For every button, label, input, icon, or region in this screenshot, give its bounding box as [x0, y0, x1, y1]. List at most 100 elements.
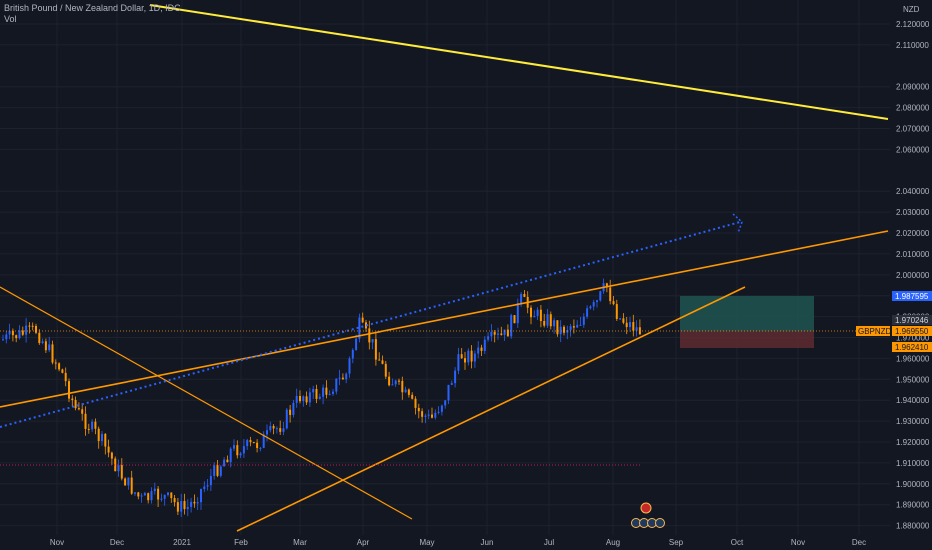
stop-label-bg	[892, 342, 932, 352]
candle-body	[101, 433, 103, 442]
x-tick-label: Sep	[669, 538, 684, 547]
candle-body	[506, 329, 509, 337]
y-tick-label: 2.110000	[896, 41, 929, 50]
candle-body	[473, 353, 476, 362]
candle-body	[490, 331, 493, 337]
candle-body	[503, 329, 506, 335]
event-icons[interactable]	[631, 502, 665, 528]
symbol-title[interactable]: British Pound / New Zealand Dollar, 1D, …	[4, 3, 181, 13]
y-tick-label: 1.970000	[896, 334, 930, 343]
candle-body	[388, 376, 391, 386]
candle-body	[229, 448, 232, 463]
target-label-bg	[892, 291, 932, 301]
dividend-icon[interactable]	[655, 518, 665, 528]
candle-body	[246, 440, 249, 447]
candle-body	[493, 331, 496, 335]
candle-body	[150, 491, 153, 501]
candle-body	[209, 475, 212, 486]
price-axis[interactable]: NZD 1.880000 1.890000 1.900000 1.910000 1.92…	[890, 0, 932, 535]
candle-body	[104, 433, 107, 447]
candle-body	[259, 447, 262, 449]
candle-body	[81, 409, 84, 414]
candle-body	[365, 322, 367, 329]
candle-body	[315, 388, 318, 399]
candle-body	[219, 466, 222, 476]
candle-body	[318, 396, 321, 399]
candle-body	[619, 318, 622, 320]
candle-body	[299, 395, 301, 402]
candle-body	[582, 316, 585, 325]
x-tick-label: Feb	[234, 538, 248, 547]
candle-body	[51, 344, 54, 363]
orange-upper-line[interactable]	[0, 230, 889, 408]
candle-body	[450, 383, 453, 385]
candle-body	[391, 384, 394, 386]
candle-body	[516, 303, 519, 324]
candle-body	[203, 486, 206, 490]
candle-body	[74, 400, 77, 409]
candle-body	[249, 440, 252, 443]
y-tick-label: 2.060000	[896, 145, 930, 154]
candle-body	[586, 308, 589, 317]
candle-body	[173, 498, 176, 503]
y-tick-label: 1.940000	[896, 396, 930, 405]
yellow-trend-line[interactable]	[149, 4, 889, 120]
candle-body	[384, 363, 387, 377]
candle-body	[147, 493, 150, 501]
candle-body	[322, 387, 325, 397]
candle-body	[622, 318, 625, 323]
candle-body	[381, 360, 384, 364]
candle-body	[38, 332, 41, 344]
candle-body	[44, 341, 47, 351]
candle-body	[563, 326, 565, 333]
candle-body	[417, 407, 420, 412]
candle-body	[190, 501, 193, 507]
candle-body	[21, 330, 24, 335]
candle-body	[341, 377, 344, 380]
entry-label-bg	[892, 315, 932, 325]
candle-body	[28, 325, 31, 327]
chart-legend: British Pound / New Zealand Dollar, 1D, …	[4, 3, 181, 25]
candle-body	[576, 324, 579, 328]
time-axis[interactable]: Nov Dec 2021 Feb Mar Apr May Jun Jul Aug Sep Oct Nov…	[0, 535, 932, 550]
candle-body	[549, 314, 552, 327]
candle-body	[143, 493, 146, 496]
candle-body	[130, 477, 133, 494]
orange-lower-line[interactable]	[236, 286, 746, 532]
candle-body	[242, 446, 245, 454]
candle-body	[328, 393, 331, 395]
candle-body	[140, 495, 143, 497]
candle-body	[160, 498, 163, 500]
symbol-label: GBPNZD	[858, 327, 892, 336]
candle-body	[279, 428, 282, 432]
volume-label[interactable]: Vol	[4, 14, 17, 24]
y-tick-label: 1.880000	[896, 522, 930, 531]
candle-body	[114, 458, 117, 472]
candle-body	[480, 347, 483, 351]
symbol-label-bg	[856, 326, 890, 336]
candle-body	[421, 411, 424, 417]
y-tick-label: 1.920000	[896, 438, 930, 447]
x-tick-label: May	[419, 538, 434, 547]
candle-body	[233, 445, 235, 449]
event-flag-icon[interactable]	[640, 502, 652, 514]
candle-body	[137, 492, 140, 497]
y-tick-label: 1.900000	[896, 480, 930, 489]
candle-body	[127, 477, 130, 486]
candle-body	[464, 358, 466, 363]
y-tick-label: 2.040000	[896, 187, 930, 196]
candle-body	[213, 465, 216, 476]
candle-body	[553, 320, 556, 327]
candle-body	[157, 488, 160, 500]
candle-body	[84, 413, 87, 429]
y-tick-label: 2.000000	[896, 271, 930, 280]
candle-body	[64, 372, 67, 382]
candle-body	[407, 389, 410, 395]
candle-body	[292, 402, 295, 415]
candle-body	[256, 442, 259, 448]
candle-body	[371, 339, 374, 343]
candle-body	[635, 327, 638, 331]
trend-lines[interactable]	[0, 4, 890, 532]
currency-label: NZD	[903, 5, 920, 14]
